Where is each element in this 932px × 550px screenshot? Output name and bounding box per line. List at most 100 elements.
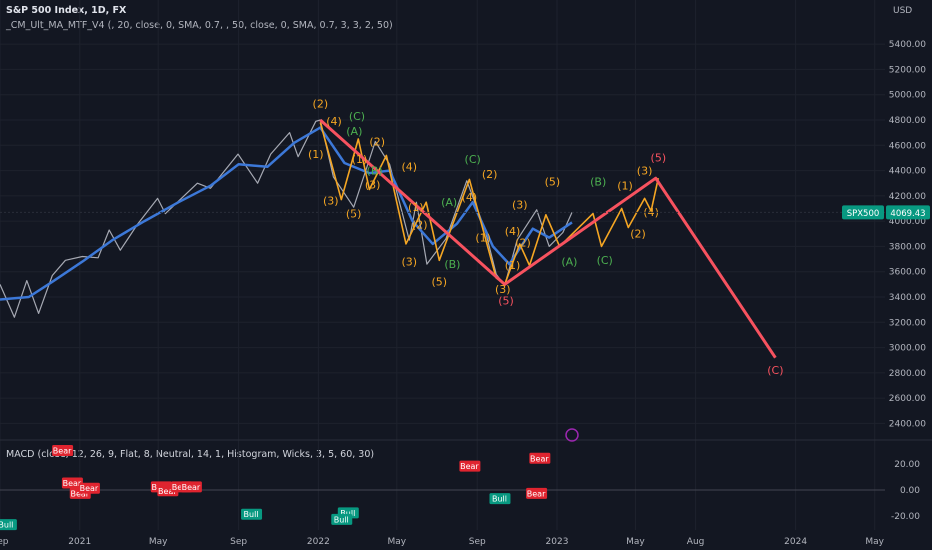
y-tick-label: 3800.00 — [889, 242, 926, 252]
x-tick-label: 2024 — [784, 537, 807, 547]
last-price-tag — [886, 205, 930, 220]
wave-label: (C) — [465, 153, 481, 166]
x-tick-label: 2022 — [307, 537, 330, 547]
wave-label: (3) — [512, 199, 528, 212]
y-tick-label: 3000.00 — [889, 344, 926, 354]
y-axis-unit: USD — [893, 6, 912, 16]
signal-label: Bear — [527, 489, 546, 498]
bear-signal — [52, 445, 74, 456]
x-tick-label: May — [149, 537, 168, 547]
projection-wave-line — [503, 178, 660, 285]
y-tick-label: 2600.00 — [889, 394, 926, 404]
alert-icon — [565, 428, 579, 442]
wave-label: (3) — [495, 283, 511, 296]
bull-signal — [241, 508, 263, 520]
wave-label: (B) — [590, 176, 606, 189]
x-tick-label: Sep — [0, 537, 9, 547]
y-tick-label: 5000.00 — [889, 91, 926, 101]
wave-label: (1) — [617, 180, 633, 193]
wave-label: (3) — [401, 255, 417, 268]
wave-label: (3) — [637, 164, 653, 177]
signal-label: Bear — [460, 462, 479, 471]
signal-label: Bull — [244, 510, 259, 519]
wave-label: (4) — [505, 225, 521, 238]
bear-signal — [61, 477, 83, 489]
signal-label: Bull — [0, 521, 13, 530]
wave-label: (5) — [545, 176, 561, 189]
y-tick-label: 4400.00 — [889, 167, 926, 177]
symbol-tag-label: SPX500 — [847, 209, 880, 219]
signal-label: Bear — [70, 489, 89, 498]
x-tick-label: May — [626, 537, 645, 547]
signal-label: Bear — [158, 487, 177, 496]
wave-label: (2) — [369, 135, 385, 148]
bull-signal — [331, 513, 353, 525]
main-wave-line — [319, 118, 777, 359]
bear-signal — [529, 452, 551, 464]
minor-wave-line — [319, 122, 506, 286]
wave-label: (1) — [505, 259, 521, 272]
x-tick-label: May — [865, 537, 884, 547]
wave-label: (2) — [482, 168, 498, 181]
wave-label: (5) — [651, 152, 667, 165]
last-price-label: 4069.43 — [890, 209, 925, 219]
bear-signal — [526, 487, 548, 499]
y-tick-label: 3200.00 — [889, 318, 926, 328]
bear-signal — [459, 460, 481, 472]
x-tick-label: May — [388, 537, 407, 547]
moving-average-line — [0, 126, 573, 301]
wave-label: (5) — [346, 207, 362, 220]
bull-signal — [489, 493, 511, 505]
y-tick-label: 4200.00 — [889, 192, 926, 202]
symbol-tag — [842, 205, 884, 220]
y-tick-label: 5400.00 — [889, 40, 926, 50]
x-tick-label: Sep — [469, 537, 486, 547]
chart-title: S&P 500 Index, 1D, FX — [6, 5, 127, 16]
wave-label: (4) — [326, 115, 342, 128]
y-tick-label: 4000.00 — [889, 217, 926, 227]
bear-signal — [180, 481, 202, 493]
y-tick-label: 2400.00 — [889, 419, 926, 429]
wave-label: (C) — [767, 364, 783, 377]
signal-label: Bear — [63, 479, 82, 488]
macd-tick-label: 20.00 — [894, 460, 920, 470]
y-tick-label: 3400.00 — [889, 293, 926, 303]
signal-label: Bear — [53, 447, 72, 456]
signal-label: Bull — [492, 495, 507, 504]
bull-signal — [0, 519, 17, 531]
y-tick-label: 2800.00 — [889, 369, 926, 379]
wave-label: (C) — [349, 110, 365, 123]
wave-label: (5) — [432, 276, 448, 289]
y-tick-label: 4800.00 — [889, 116, 926, 126]
wave-label: (4) — [462, 191, 478, 204]
wave-label: (A) — [561, 255, 577, 268]
signal-label: Bull — [340, 509, 355, 518]
signal-label: Bear — [182, 483, 201, 492]
macd-tick-label: -20.00 — [891, 512, 920, 522]
wave-label: (2) — [515, 236, 531, 249]
wave-label: (1) — [308, 148, 324, 161]
wave-label: (1) — [352, 153, 368, 166]
wave-label: (3) — [365, 178, 381, 191]
wave-label: (3) — [323, 195, 339, 208]
wave-label: (5) — [498, 295, 514, 308]
x-tick-label: Aug — [687, 537, 705, 547]
wave-label: (2) — [412, 219, 428, 232]
x-tick-label: Sep — [230, 537, 247, 547]
wave-label: (4) — [643, 206, 659, 219]
wave-label: (A) — [346, 125, 362, 138]
signal-label: Bear — [530, 454, 549, 463]
y-tick-label: 4600.00 — [889, 141, 926, 151]
indicator-legend: _CM_Ult_MA_MTF_V4 (, 20, close, 0, SMA, … — [6, 20, 393, 31]
wave-label: (B) — [444, 258, 460, 271]
wave-label: (1) — [408, 201, 424, 214]
wave-label: (A) — [441, 196, 457, 209]
x-tick-label: 2021 — [68, 537, 91, 547]
signal-label: Bear — [80, 484, 99, 493]
y-tick-label: 5200.00 — [889, 65, 926, 75]
wave-label: (1) — [475, 231, 491, 244]
macd-tick-label: 0.00 — [900, 486, 920, 496]
wave-label: (B) — [367, 164, 383, 177]
signal-label: Bull — [334, 515, 349, 524]
